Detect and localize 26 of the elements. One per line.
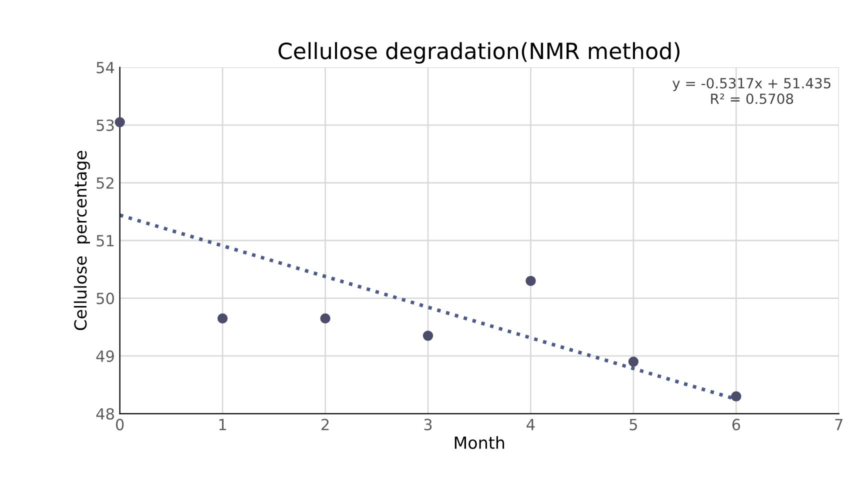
point [628, 356, 639, 367]
chart-title: Cellulose degradation(NMR method) [278, 42, 680, 64]
point [422, 330, 434, 341]
x-tick-label: 2 [322, 418, 329, 430]
x-tick-label: 7 [835, 418, 842, 430]
annotation: y = -0.5317x + 51.435 R² = 0.5708 [672, 78, 830, 104]
x-tick-label: 1 [219, 418, 226, 430]
y-tick-label: 54 [96, 62, 114, 74]
y-tick-label: 50 [96, 292, 114, 304]
x-axis-title: Month [454, 436, 504, 449]
y-tick-label: 52 [96, 177, 114, 189]
x-tick-label: 3 [424, 418, 432, 430]
point [114, 117, 125, 128]
point [731, 391, 742, 402]
y-tick-label: 49 [96, 350, 114, 362]
x-tick-label: 5 [630, 418, 637, 430]
point [526, 276, 536, 286]
y-tick-label: 51 [96, 235, 114, 247]
y-axis-title: Cellulose percentage [74, 150, 90, 330]
x-tick-label: 6 [732, 418, 740, 430]
x-tick-label: 4 [526, 418, 535, 430]
y-tick-label: 48 [96, 408, 114, 420]
x-tick-label: 0 [116, 418, 124, 430]
point [217, 313, 228, 324]
point [320, 313, 330, 324]
y-tick-label: 53 [96, 120, 114, 132]
